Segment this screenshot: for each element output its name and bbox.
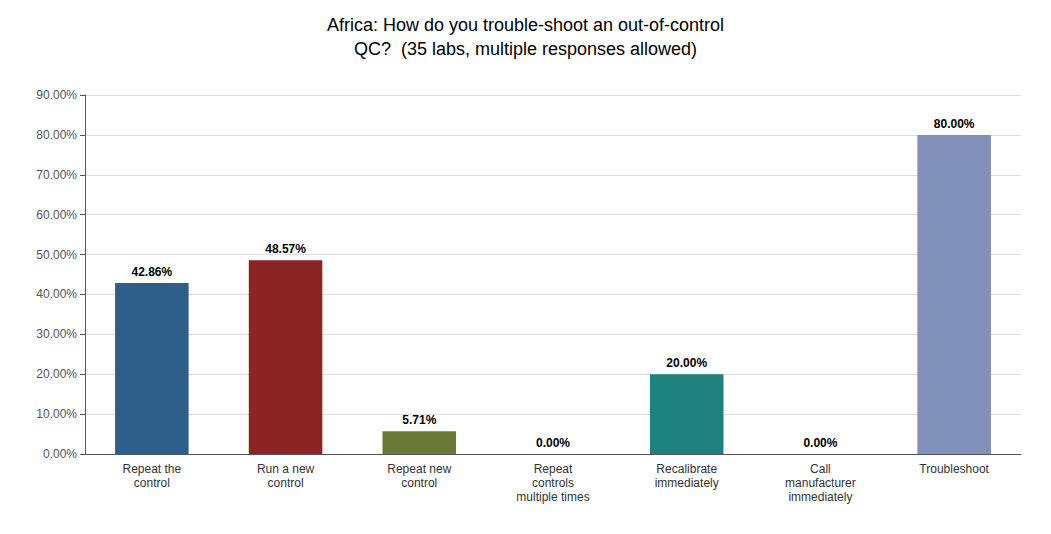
svg-text:0.00%: 0.00% [43,447,77,461]
svg-text:42.86%: 42.86% [132,265,173,279]
svg-text:90.00%: 90.00% [36,88,77,102]
svg-text:0.00%: 0.00% [803,436,837,450]
svg-text:Repeat new: Repeat new [387,462,451,476]
svg-text:20.00%: 20.00% [666,356,707,370]
svg-text:Recalibrate: Recalibrate [656,462,717,476]
svg-text:control: control [268,476,304,490]
svg-text:immediately: immediately [655,476,719,490]
svg-text:10.00%: 10.00% [36,407,77,421]
svg-text:QC? (35 labs, multiple respon: QC? (35 labs, multiple responses allowed… [354,39,697,59]
svg-text:Repeat the: Repeat the [122,462,181,476]
svg-text:0.00%: 0.00% [536,436,570,450]
svg-text:5.71%: 5.71% [402,413,436,427]
svg-text:48.57%: 48.57% [265,242,306,256]
svg-text:30.00%: 30.00% [36,327,77,341]
svg-text:Call: Call [810,462,831,476]
svg-text:control: control [134,476,170,490]
svg-text:80.00%: 80.00% [934,117,975,131]
svg-text:Africa: How do you trouble-sho: Africa: How do you trouble-shoot an out-… [327,15,724,35]
svg-text:60.00%: 60.00% [36,208,77,222]
svg-text:Repeat: Repeat [534,462,573,476]
svg-text:control: control [401,476,437,490]
svg-text:Run a new: Run a new [257,462,315,476]
svg-text:50.00%: 50.00% [36,248,77,262]
svg-text:multiple times: multiple times [516,490,589,504]
svg-text:40.00%: 40.00% [36,287,77,301]
svg-text:70.00%: 70.00% [36,168,77,182]
svg-text:Troubleshoot: Troubleshoot [919,462,989,476]
svg-text:controls: controls [532,476,574,490]
svg-text:manufacturer: manufacturer [785,476,856,490]
svg-text:80.00%: 80.00% [36,128,77,142]
svg-text:immediately: immediately [788,490,852,504]
svg-text:20.00%: 20.00% [36,367,77,381]
